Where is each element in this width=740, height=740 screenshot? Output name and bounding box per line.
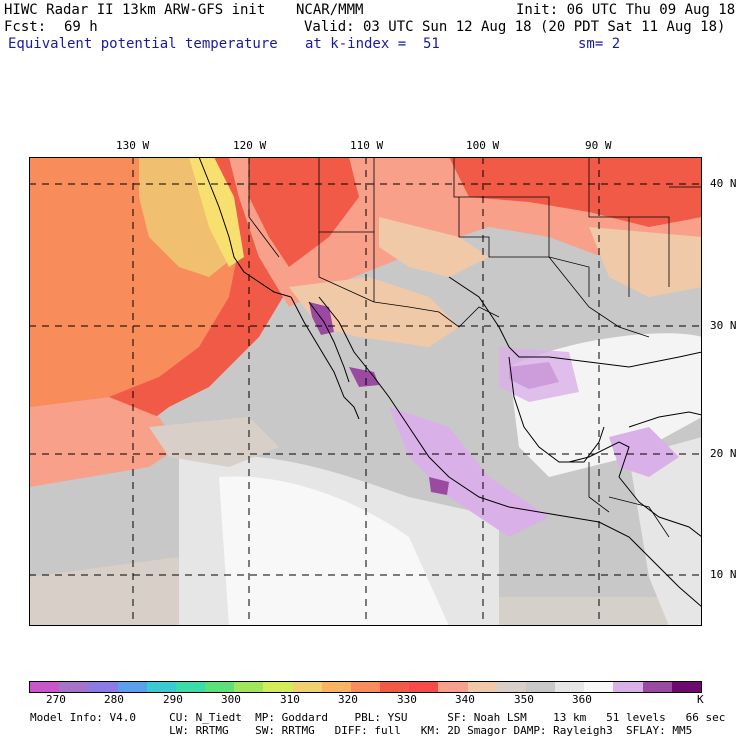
colorbar-swatch-3 (117, 682, 147, 692)
colorbar-unit: K (697, 693, 704, 706)
smoothing-label: sm= 2 (578, 36, 621, 52)
field-name: Equivalent potential temperature (8, 36, 278, 52)
colorbar-swatch-8 (263, 682, 293, 692)
colorbar-swatch-20 (613, 682, 643, 692)
lat-label-30n: 30 N (710, 319, 737, 332)
lon-label-130w: 130 W (116, 139, 150, 152)
forecast-label: Fcst: (4, 19, 47, 35)
level-index: at k-index = 51 (305, 36, 440, 52)
colorbar-swatch-11 (350, 682, 381, 692)
colorbar-swatch-0 (30, 682, 60, 692)
lon-label-120w: 120 W (233, 139, 267, 152)
lat-lon-grid (29, 157, 702, 626)
colorbar-swatch-6 (205, 682, 235, 692)
colorbar-swatch-1 (59, 682, 89, 692)
colorbar-swatch-17 (525, 682, 556, 692)
model-info-line2: LW: RRTMG SW: RRTMG DIFF: full KM: 2D Sm… (30, 724, 693, 737)
model-info-line1: Model Info: V4.0 CU: N_Tiedt MP: Goddard… (30, 711, 726, 724)
colorbar-label-320: 320 (338, 693, 358, 706)
colorbar-label-360: 360 (572, 693, 592, 706)
colorbar-label-290: 290 (163, 693, 183, 706)
colorbar-swatch-13 (409, 682, 439, 692)
lat-label-10n: 10 N (710, 568, 737, 581)
colorbar-swatch-18 (555, 682, 585, 692)
lat-label-20n: 20 N (710, 447, 737, 460)
valid-time: Valid: 03 UTC Sun 12 Aug 18 (20 PDT Sat … (304, 19, 726, 35)
colorbar-swatch-7 (234, 682, 264, 692)
colorbar-swatch-19 (584, 682, 614, 692)
colorbar-swatch-22 (671, 682, 701, 692)
colorbar-swatch-12 (380, 682, 410, 692)
colorbar-swatch-10 (321, 682, 351, 692)
init-time: Init: 06 UTC Thu 09 Aug 18 (516, 2, 736, 18)
colorbar (29, 681, 702, 693)
colorbar-label-280: 280 (104, 693, 124, 706)
colorbar-label-300: 300 (221, 693, 241, 706)
forecast-hour: 69 h (64, 19, 98, 35)
colorbar-swatch-16 (496, 682, 526, 692)
lat-label-40n: 40 N (710, 177, 737, 190)
colorbar-label-310: 310 (280, 693, 300, 706)
lon-label-110w: 110 W (350, 139, 384, 152)
colorbar-label-350: 350 (514, 693, 534, 706)
colorbar-label-270: 270 (46, 693, 66, 706)
lon-label-100w: 100 W (466, 139, 500, 152)
colorbar-label-340: 340 (455, 693, 475, 706)
political-borders (248, 157, 702, 538)
colorbar-swatch-4 (146, 682, 176, 692)
colorbar-swatch-14 (438, 682, 468, 692)
colorbar-swatch-5 (175, 682, 206, 692)
lon-label-90w: 90 W (585, 139, 612, 152)
model-title: HIWC Radar II 13km ARW-GFS init (4, 2, 266, 18)
colorbar-swatch-15 (467, 682, 497, 692)
colorbar-label-330: 330 (397, 693, 417, 706)
center-label: NCAR/MMM (296, 2, 364, 18)
colorbar-swatch-21 (642, 682, 672, 692)
colorbar-swatch-9 (292, 682, 322, 692)
theta-e-map (29, 157, 702, 626)
colorbar-swatch-2 (88, 682, 118, 692)
